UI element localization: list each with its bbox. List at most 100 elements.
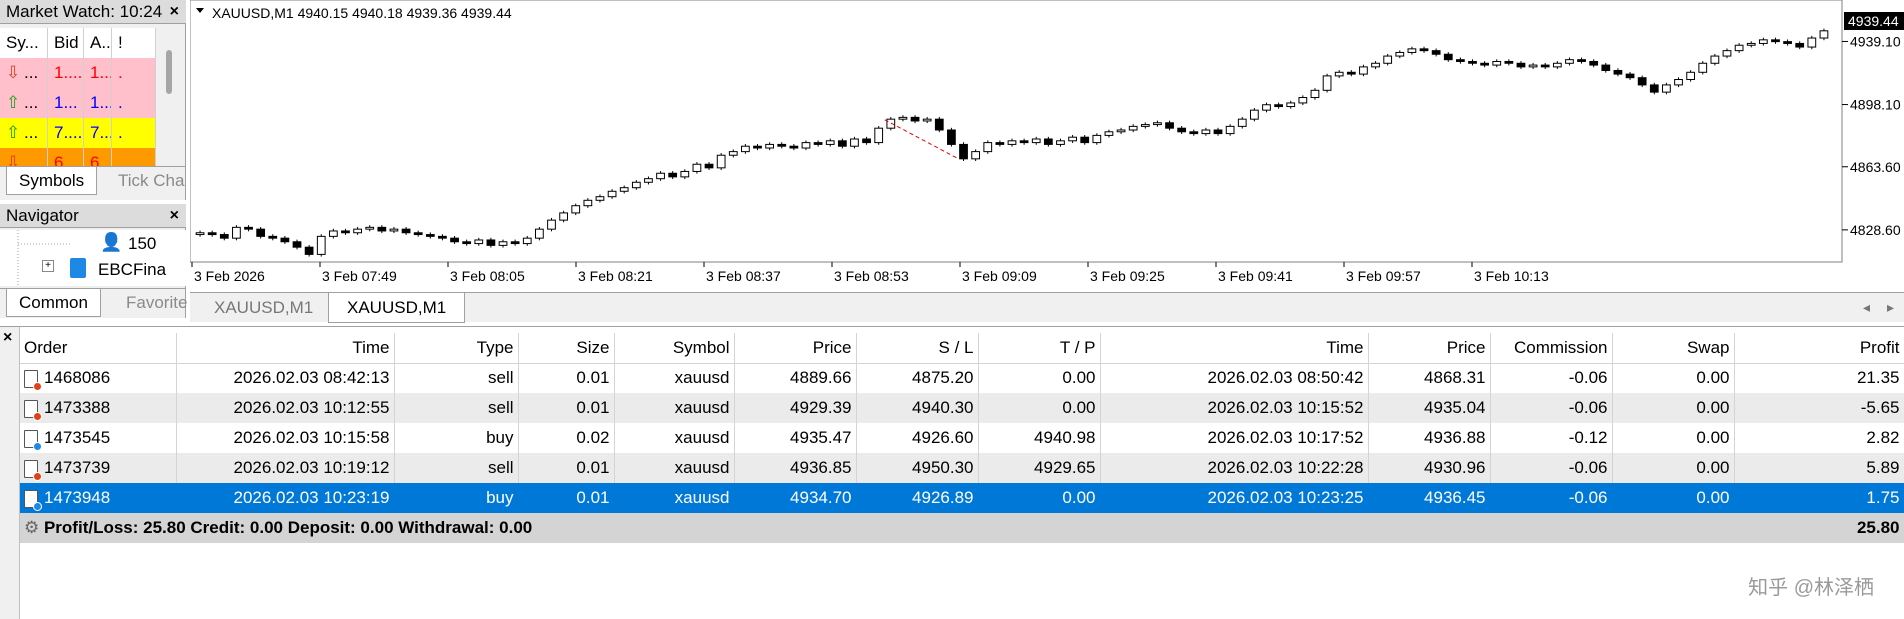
scrollbar-thumb[interactable]: [166, 50, 172, 94]
cell-open-time: 2026.02.03 10:12:55: [176, 393, 395, 423]
candle-body: [1698, 62, 1708, 73]
market-watch-column-header[interactable]: A...: [90, 28, 112, 58]
navigator-item-account[interactable]: 150: [128, 234, 157, 253]
market-watch-bid: 6: [54, 148, 84, 166]
candle-body: [1225, 125, 1235, 135]
market-watch-row[interactable]: ⇧...7....7.....: [0, 118, 156, 148]
market-watch-column-header[interactable]: !: [118, 28, 156, 58]
candle-body: [1625, 73, 1635, 79]
candle-body: [1201, 129, 1211, 135]
x-tick-label: 3 Feb 2026: [194, 268, 265, 284]
order-status-dot: [33, 441, 42, 451]
tab-symbols[interactable]: Symbols: [6, 167, 98, 195]
scroll-right-icon[interactable]: ▸: [1886, 299, 1894, 315]
order-status-dot: [33, 381, 42, 391]
candle-body: [1031, 138, 1041, 144]
table-row[interactable]: 1468086 2026.02.03 08:42:13 sell 0.01 xauusd…: [20, 363, 1904, 393]
tab-tick-chart[interactable]: Tick Cha: [118, 171, 185, 190]
market-watch-ask: 1....: [90, 58, 112, 88]
candle-body: [316, 235, 326, 255]
cell-tp: 0.00: [978, 483, 1101, 513]
market-watch-symbol: ...: [24, 58, 48, 88]
cell-size: 0.01: [518, 393, 615, 423]
candle-body: [328, 230, 338, 237]
chart-window[interactable]: 4939.10 4898.10 4863.60 4828.60 3 Feb 2026 3…: [190, 0, 1904, 292]
expand-icon[interactable]: +: [42, 260, 54, 272]
candle-body: [934, 118, 944, 131]
column-header[interactable]: Profit: [1734, 333, 1904, 364]
candle-body: [886, 118, 896, 129]
market-watch-column-header[interactable]: Bid: [54, 28, 84, 58]
order-cell: 1468086: [20, 363, 177, 393]
column-header[interactable]: T / P: [978, 333, 1101, 364]
candle-body: [1565, 59, 1574, 64]
tab-common[interactable]: Common: [6, 289, 101, 317]
column-header[interactable]: Price: [734, 333, 857, 364]
tab-chart-xauusd-2[interactable]: XAUUSD,M1: [328, 293, 466, 323]
table-row[interactable]: 1473948 2026.02.03 10:23:19 buy 0.01 xauusd 4…: [20, 483, 1904, 513]
column-header[interactable]: Type: [394, 333, 519, 364]
candle-body: [1552, 62, 1562, 68]
column-header[interactable]: S / L: [856, 333, 979, 364]
candle-body: [1431, 50, 1441, 55]
table-row[interactable]: 1473545 2026.02.03 10:15:58 buy 0.02 xauusd 4…: [20, 423, 1904, 453]
candle-body: [753, 145, 762, 149]
tab-favorites[interactable]: Favorite: [126, 293, 188, 312]
candle-body: [195, 232, 205, 236]
cell-tp: 4940.98: [978, 423, 1101, 453]
candle-body: [1783, 41, 1792, 44]
market-watch-row[interactable]: ⇩...1....1.....: [0, 58, 156, 88]
chart-menu-icon[interactable]: [196, 8, 204, 13]
cell-close-price: 4935.04: [1368, 393, 1491, 423]
candle-body: [680, 170, 690, 178]
close-icon[interactable]: ×: [3, 329, 13, 346]
table-row[interactable]: 1473739 2026.02.03 10:19:12 sell 0.01 xauusd…: [20, 453, 1904, 483]
market-watch-scrollbar[interactable]: [160, 28, 180, 166]
x-tick-label: 3 Feb 09:41: [1218, 268, 1293, 284]
candlestick-chart[interactable]: 4939.10 4898.10 4863.60 4828.60 3 Feb 2026 3…: [190, 0, 1904, 292]
candle-body: [1601, 64, 1611, 71]
candle-body: [1128, 125, 1138, 131]
cell-type: sell: [394, 363, 519, 393]
cell-swap: 0.00: [1612, 483, 1735, 513]
market-watch-column-header[interactable]: Sy...: [6, 28, 48, 58]
candle-body: [280, 237, 290, 243]
column-header[interactable]: Price: [1368, 333, 1491, 364]
candle-body: [1177, 127, 1187, 133]
candle-body: [741, 145, 750, 153]
tab-chart-xauusd-1[interactable]: XAUUSD,M1: [214, 298, 314, 317]
candle-body: [1286, 102, 1296, 108]
market-watch-symbol: ...: [24, 88, 48, 118]
candle-body: [1649, 84, 1659, 93]
summary-total: 25.80: [1734, 513, 1904, 543]
candle-body: [1504, 60, 1514, 64]
scroll-left-icon[interactable]: ◂: [1862, 299, 1870, 315]
market-watch-bid: 7....: [54, 118, 84, 148]
candle-body: [413, 232, 423, 236]
column-header[interactable]: Order: [20, 333, 177, 364]
column-header[interactable]: Commission: [1490, 333, 1613, 364]
column-header[interactable]: Size: [518, 333, 615, 364]
order-number: 1468086: [44, 368, 111, 388]
column-header[interactable]: Swap: [1612, 333, 1735, 364]
column-header[interactable]: Time: [1100, 333, 1369, 364]
column-header[interactable]: Symbol: [614, 333, 735, 364]
candle-body: [547, 219, 556, 230]
table-row[interactable]: 1473388 2026.02.03 10:12:55 sell 0.01 xauusd…: [20, 393, 1904, 423]
navigator-item-broker[interactable]: EBCFina: [98, 260, 167, 279]
candle-body: [1807, 37, 1817, 48]
close-icon[interactable]: ×: [169, 207, 179, 224]
plot-area: [190, 0, 1843, 263]
market-watch-row[interactable]: ⇧... 1... 1....: [0, 88, 156, 118]
close-icon[interactable]: ×: [169, 3, 179, 20]
candle-body: [232, 226, 241, 239]
column-header[interactable]: Time: [176, 333, 395, 364]
order-cell: 1473948: [20, 483, 177, 513]
candle-body: [1589, 60, 1599, 66]
y-tick-label: 4939.10: [1850, 33, 1901, 49]
market-watch-title-text: Market Watch: 10:24: [6, 2, 163, 21]
order-number: 1473388: [44, 398, 111, 417]
account-icon: 👤: [100, 232, 123, 252]
candle-body: [1468, 60, 1477, 64]
market-watch-row[interactable]: ⇩... 6 6.: [0, 148, 156, 166]
